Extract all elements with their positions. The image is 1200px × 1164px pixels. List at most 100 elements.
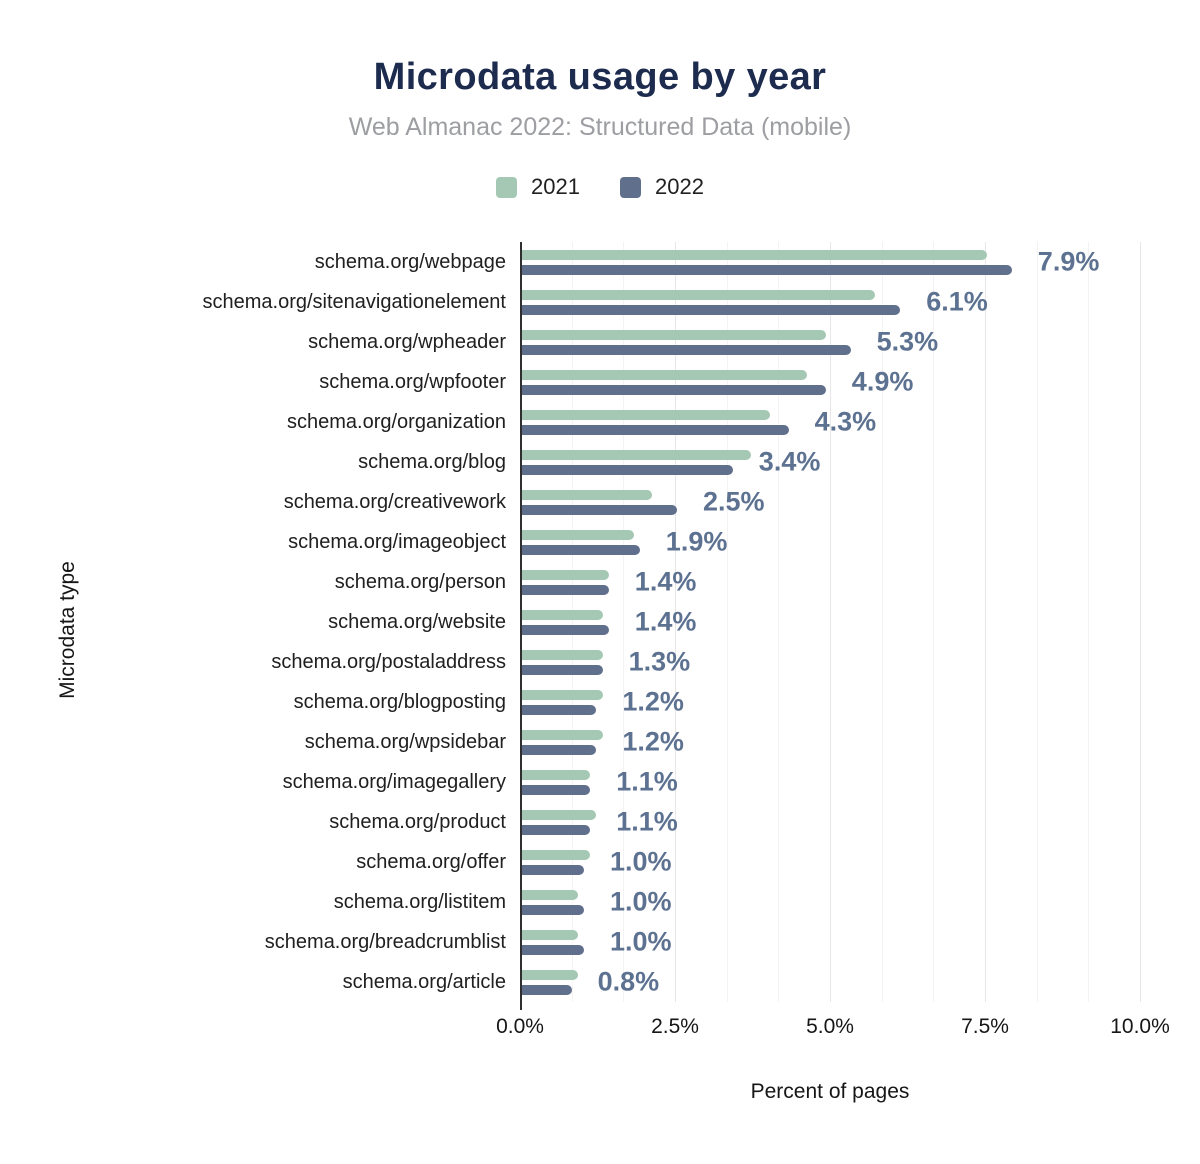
value-label-2022: 1.3% bbox=[628, 646, 691, 677]
chart-row: schema.org/wpsidebar 1.2% bbox=[0, 722, 1200, 762]
bar-2021[interactable] bbox=[522, 930, 578, 940]
bar-group: 1.4% bbox=[522, 602, 1142, 642]
bar-2022[interactable] bbox=[522, 385, 826, 395]
minor-gridline bbox=[623, 242, 625, 1002]
bar-2021[interactable] bbox=[522, 490, 653, 500]
minor-gridline bbox=[726, 242, 728, 1002]
bar-2021[interactable] bbox=[522, 890, 578, 900]
bar-2021[interactable] bbox=[522, 610, 603, 620]
x-tick-label: 2.5% bbox=[651, 1015, 699, 1038]
bar-2022[interactable] bbox=[522, 265, 1012, 275]
value-label-2022: 2.5% bbox=[703, 486, 765, 517]
value-label-2022: 5.3% bbox=[876, 326, 939, 357]
category-label: schema.org/product bbox=[329, 811, 506, 833]
bar-2022[interactable] bbox=[522, 825, 591, 835]
category-label: schema.org/sitenavigationelement bbox=[202, 291, 506, 313]
bar-2022[interactable] bbox=[522, 345, 851, 355]
value-label-2022: 1.2% bbox=[622, 686, 684, 717]
bar-group: 7.9% bbox=[522, 242, 1142, 282]
bar-2022[interactable] bbox=[522, 625, 609, 635]
major-gridline bbox=[1140, 242, 1141, 1002]
value-label-2022: 1.0% bbox=[610, 926, 672, 957]
bar-group: 0.8% bbox=[522, 962, 1142, 1002]
page-title: Microdata usage by year bbox=[373, 56, 827, 98]
category-label: schema.org/webpage bbox=[314, 251, 506, 273]
bar-2022[interactable] bbox=[522, 745, 597, 755]
bar-2022[interactable] bbox=[522, 665, 603, 675]
bar-2021[interactable] bbox=[522, 250, 987, 260]
bar-2021[interactable] bbox=[522, 730, 603, 740]
value-label-2022: 7.9% bbox=[1037, 246, 1100, 277]
bar-chart: schema.org/webpage 7.9% schema.org/sitenav… bbox=[0, 242, 1200, 1142]
legend-swatch-2022 bbox=[620, 176, 641, 198]
y-axis-line bbox=[520, 242, 522, 1010]
category-label: schema.org/article bbox=[342, 971, 506, 993]
chart-row: schema.org/offer 1.0% bbox=[0, 842, 1200, 882]
bar-group: 1.1% bbox=[522, 762, 1142, 802]
bar-2021[interactable] bbox=[522, 650, 603, 660]
bar-2021[interactable] bbox=[522, 530, 634, 540]
bar-group: 1.2% bbox=[522, 722, 1142, 762]
category-label: schema.org/organization bbox=[286, 411, 506, 433]
bar-2022[interactable] bbox=[522, 425, 789, 435]
bar-group: 1.0% bbox=[522, 882, 1142, 922]
major-gridline bbox=[985, 242, 986, 1002]
value-label-2022: 0.8% bbox=[597, 966, 660, 997]
category-label: schema.org/website bbox=[328, 611, 506, 633]
category-label: schema.org/listitem bbox=[333, 891, 506, 913]
bar-2022[interactable] bbox=[522, 585, 609, 595]
gridlines bbox=[520, 242, 1141, 1002]
bar-2022[interactable] bbox=[522, 465, 733, 475]
value-label-2022: 1.2% bbox=[622, 726, 684, 757]
bar-group: 1.1% bbox=[522, 802, 1142, 842]
chart-row: schema.org/wpheader 5.3% bbox=[0, 322, 1200, 362]
bar-2022[interactable] bbox=[522, 305, 901, 315]
legend-item-2022[interactable]: 2022 bbox=[620, 174, 704, 200]
bar-2021[interactable] bbox=[522, 570, 609, 580]
bar-2021[interactable] bbox=[522, 450, 752, 460]
chart-row: schema.org/product 1.1% bbox=[0, 802, 1200, 842]
bar-2022[interactable] bbox=[522, 985, 572, 995]
category-label: schema.org/imageobject bbox=[288, 531, 506, 553]
bar-2021[interactable] bbox=[522, 290, 876, 300]
bar-2021[interactable] bbox=[522, 690, 603, 700]
bar-2022[interactable] bbox=[522, 545, 640, 555]
legend-item-2021[interactable]: 2021 bbox=[496, 174, 580, 200]
bar-group: 1.9% bbox=[522, 522, 1142, 562]
bar-group: 4.3% bbox=[522, 402, 1142, 442]
x-tick-label: 7.5% bbox=[961, 1015, 1009, 1038]
bar-2022[interactable] bbox=[522, 865, 584, 875]
bar-2021[interactable] bbox=[522, 770, 591, 780]
bar-2021[interactable] bbox=[522, 370, 808, 380]
chart-row: schema.org/listitem 1.0% bbox=[0, 882, 1200, 922]
bar-2021[interactable] bbox=[522, 850, 591, 860]
value-label-2022: 1.9% bbox=[665, 526, 728, 557]
bar-2021[interactable] bbox=[522, 330, 826, 340]
bar-2021[interactable] bbox=[522, 970, 578, 980]
category-label: schema.org/blogposting bbox=[293, 691, 506, 713]
bar-2022[interactable] bbox=[522, 905, 584, 915]
bar-2022[interactable] bbox=[522, 505, 677, 515]
bar-2021[interactable] bbox=[522, 810, 597, 820]
bar-2022[interactable] bbox=[522, 785, 591, 795]
major-gridline bbox=[830, 242, 831, 1002]
value-label-2022: 1.4% bbox=[634, 566, 697, 597]
chart-row: schema.org/webpage 7.9% bbox=[0, 242, 1200, 282]
bar-group: 4.9% bbox=[522, 362, 1142, 402]
bar-group: 2.5% bbox=[522, 482, 1142, 522]
legend: 2021 2022 bbox=[0, 174, 1200, 200]
bar-2022[interactable] bbox=[522, 705, 597, 715]
bar-group: 1.4% bbox=[522, 562, 1142, 602]
bar-group: 3.4% bbox=[522, 442, 1142, 482]
chart-row: schema.org/blog 3.4% bbox=[0, 442, 1200, 482]
bar-2021[interactable] bbox=[522, 410, 770, 420]
x-axis-title: Percent of pages bbox=[750, 1080, 910, 1103]
bar-2022[interactable] bbox=[522, 945, 584, 955]
minor-gridline bbox=[1088, 242, 1090, 1002]
chart-row: schema.org/wpfooter 4.9% bbox=[0, 362, 1200, 402]
chart-row: schema.org/postaladdress 1.3% bbox=[0, 642, 1200, 682]
minor-gridline bbox=[881, 242, 883, 1002]
category-label: schema.org/breadcrumblist bbox=[264, 931, 506, 953]
chart-row: schema.org/imagegallery 1.1% bbox=[0, 762, 1200, 802]
chart-row: schema.org/sitenavigationelement 6.1% bbox=[0, 282, 1200, 322]
